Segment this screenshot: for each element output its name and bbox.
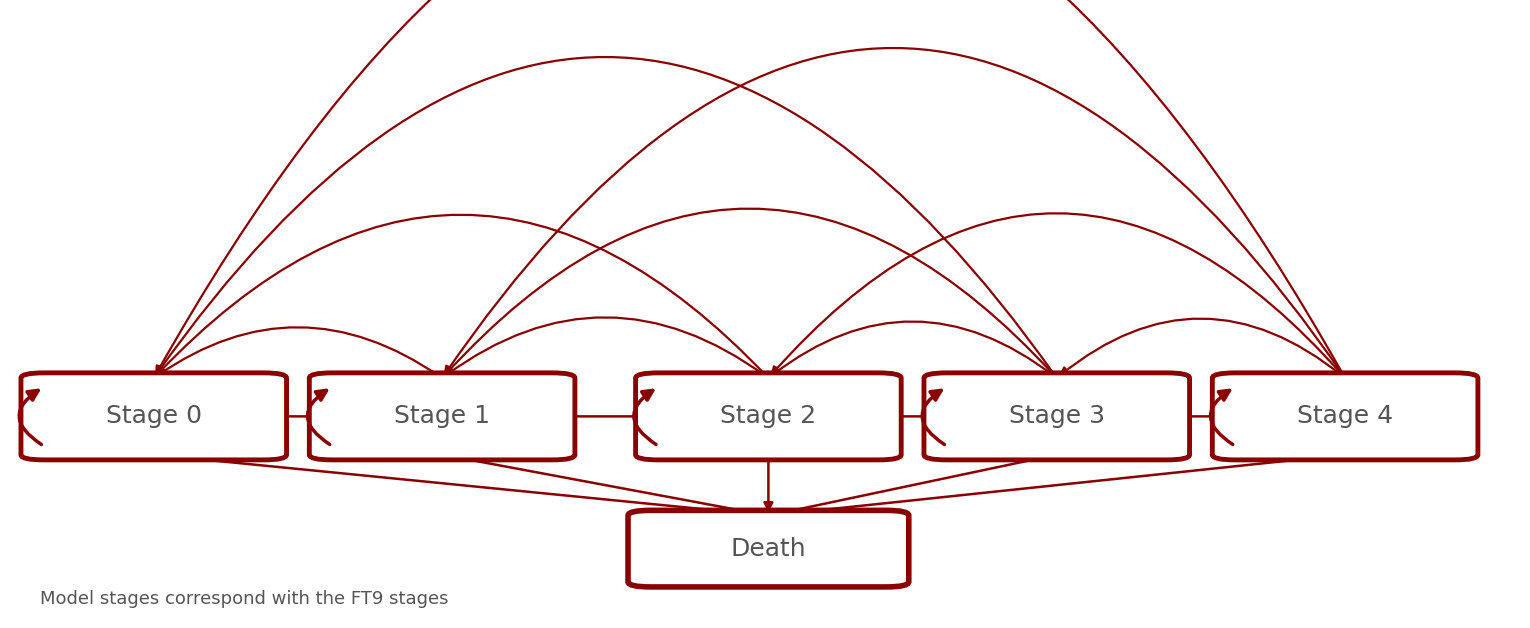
FancyBboxPatch shape (924, 373, 1189, 460)
Text: Stage 3: Stage 3 (1008, 404, 1105, 428)
Text: Model stages correspond with the FT9 stages: Model stages correspond with the FT9 sta… (40, 590, 448, 608)
Text: Stage 1: Stage 1 (395, 404, 490, 428)
Text: Stage 0: Stage 0 (106, 404, 202, 428)
FancyBboxPatch shape (21, 373, 286, 460)
FancyBboxPatch shape (309, 373, 575, 460)
Text: Death: Death (731, 537, 806, 561)
FancyBboxPatch shape (1212, 373, 1478, 460)
Text: Stage 4: Stage 4 (1297, 404, 1394, 428)
FancyBboxPatch shape (635, 373, 901, 460)
FancyBboxPatch shape (627, 511, 909, 587)
Text: Stage 2: Stage 2 (721, 404, 817, 428)
